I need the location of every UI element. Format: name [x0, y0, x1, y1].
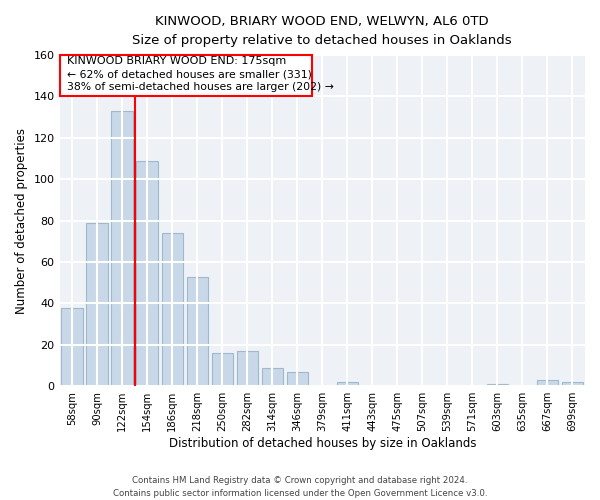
Bar	[487, 384, 508, 386]
FancyBboxPatch shape	[59, 55, 312, 96]
Bar	[562, 382, 583, 386]
Bar	[262, 368, 283, 386]
Bar	[61, 308, 83, 386]
Text: ← 62% of detached houses are smaller (331): ← 62% of detached houses are smaller (33…	[67, 70, 312, 80]
Bar	[112, 111, 133, 386]
Bar	[287, 372, 308, 386]
Title: KINWOOD, BRIARY WOOD END, WELWYN, AL6 0TD
Size of property relative to detached : KINWOOD, BRIARY WOOD END, WELWYN, AL6 0T…	[133, 15, 512, 47]
Bar	[212, 353, 233, 386]
Bar	[337, 382, 358, 386]
Bar	[537, 380, 558, 386]
Bar	[236, 351, 258, 386]
Bar	[86, 222, 108, 386]
Text: Contains HM Land Registry data © Crown copyright and database right 2024.
Contai: Contains HM Land Registry data © Crown c…	[113, 476, 487, 498]
Bar	[161, 233, 183, 386]
Bar	[187, 276, 208, 386]
Text: 38% of semi-detached houses are larger (202) →: 38% of semi-detached houses are larger (…	[67, 82, 334, 92]
Y-axis label: Number of detached properties: Number of detached properties	[15, 128, 28, 314]
Text: KINWOOD BRIARY WOOD END: 175sqm: KINWOOD BRIARY WOOD END: 175sqm	[67, 56, 287, 66]
Bar	[136, 160, 158, 386]
X-axis label: Distribution of detached houses by size in Oaklands: Distribution of detached houses by size …	[169, 437, 476, 450]
